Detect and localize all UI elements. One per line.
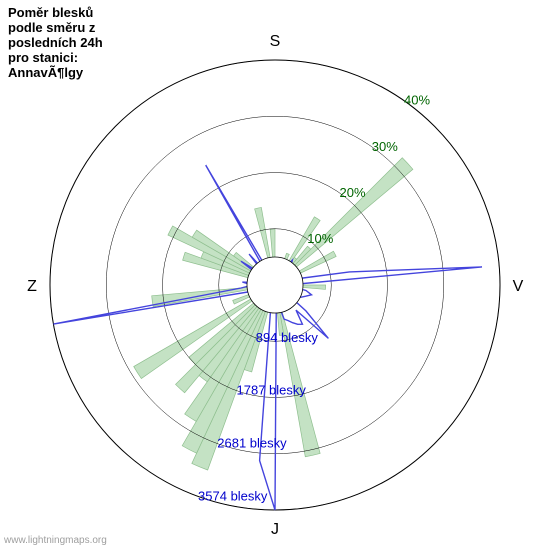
center-hole xyxy=(247,257,303,313)
axis-right: V xyxy=(513,278,524,295)
count-label: 1787 blesky xyxy=(237,383,307,398)
chart-title: Poměr blesků podle směru z posledních 24… xyxy=(8,6,103,81)
count-label: 3574 blesky xyxy=(198,488,268,503)
axis-top: S xyxy=(270,33,281,50)
pct-label: 10% xyxy=(307,231,333,246)
pct-label: 20% xyxy=(340,185,366,200)
polar-rose-chart: S V J Z 10% 20% 30% 40% 894 blesky 1787 blesky 268… xyxy=(0,0,550,550)
axis-bottom: J xyxy=(271,521,279,538)
count-label: 2681 blesky xyxy=(217,436,287,451)
pct-label: 40% xyxy=(404,93,430,108)
pct-label: 30% xyxy=(372,139,398,154)
source-credit: www.lightningmaps.org xyxy=(4,535,107,546)
axis-left: Z xyxy=(27,278,37,295)
count-label: 894 blesky xyxy=(256,330,319,345)
